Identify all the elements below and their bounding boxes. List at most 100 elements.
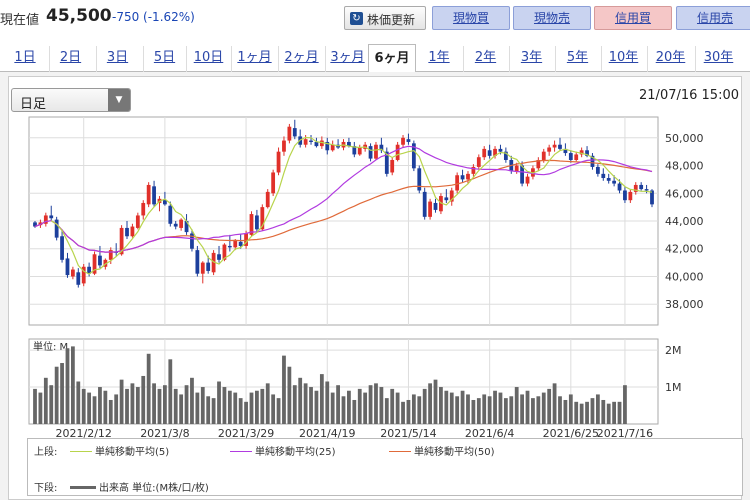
candle-body — [217, 254, 221, 260]
volume-bar — [471, 399, 476, 424]
candle-body — [163, 200, 167, 205]
volume-bar — [466, 394, 470, 424]
current-price-label: 現在値 — [0, 13, 40, 28]
candle-body — [125, 227, 129, 237]
margin-sell-button[interactable]: 信用売 — [676, 6, 750, 30]
candle-body — [347, 141, 351, 147]
candle-body — [319, 140, 324, 147]
tab-5y[interactable]: 5年 — [555, 46, 599, 72]
candle-body — [628, 191, 633, 201]
volume-bar — [314, 390, 319, 424]
volume-bar — [255, 390, 259, 424]
candle-body — [439, 196, 443, 212]
tab-10y[interactable]: 10年 — [601, 46, 645, 72]
volume-bar — [141, 375, 146, 424]
volume-bar — [276, 398, 281, 424]
volume-bar — [509, 396, 514, 424]
volume-bar — [244, 401, 248, 424]
candle-body — [276, 151, 281, 173]
volume-bar — [368, 385, 373, 424]
tab-10d[interactable]: 10日 — [186, 46, 230, 72]
volume-bar — [574, 401, 579, 424]
candle-body — [417, 168, 422, 191]
tab-2y[interactable]: 2年 — [463, 46, 507, 72]
volume-bar — [108, 399, 113, 424]
volume-bar — [623, 385, 627, 424]
tab-6m[interactable]: 6ヶ月 — [368, 44, 416, 73]
volume-bar — [130, 383, 135, 424]
candle-body — [601, 173, 606, 179]
volume-bar — [341, 396, 346, 424]
date-axis-label: 2021/4/19 — [299, 427, 355, 440]
volume-bar — [487, 396, 492, 424]
volume-bar — [292, 385, 297, 424]
candle-body — [460, 175, 465, 180]
volume-bar — [227, 390, 232, 424]
volume-bar — [125, 388, 129, 424]
volume-bar — [271, 394, 276, 424]
candle-body — [541, 151, 546, 160]
date-axis-label: 2021/5/14 — [380, 427, 436, 440]
volume-bar — [401, 401, 405, 424]
price-axis-label: 46,000 — [665, 187, 704, 200]
interval-select[interactable]: 日足 ▼ — [11, 88, 131, 112]
volume-bar — [503, 398, 508, 424]
candle-body — [179, 219, 184, 228]
tab-5d[interactable]: 5日 — [143, 46, 185, 72]
volume-bar — [590, 398, 595, 424]
tab-1m[interactable]: 1ヶ月 — [231, 46, 277, 72]
legend-ma50-swatch — [389, 450, 411, 452]
candle-body — [379, 144, 384, 151]
candle-body — [70, 269, 75, 277]
candle-body — [54, 219, 59, 238]
refresh-price-button[interactable]: ↻ 株価更新 — [344, 6, 426, 30]
candle-body — [563, 148, 568, 154]
candle-body — [303, 139, 308, 145]
candle-body — [130, 226, 135, 237]
candle-body — [590, 155, 595, 167]
tab-20y[interactable]: 20年 — [647, 46, 693, 72]
candle-body — [606, 178, 611, 181]
volume-bar — [49, 385, 54, 424]
volume-bar — [449, 392, 454, 424]
candle-body — [271, 172, 276, 194]
candle-body — [471, 166, 476, 174]
candle-body — [357, 147, 362, 155]
legend-ma5-swatch — [70, 450, 92, 452]
candle-body — [482, 148, 487, 158]
volume-bar — [525, 390, 530, 424]
volume-bar — [38, 392, 43, 424]
candle-body — [633, 184, 638, 192]
volume-bar — [363, 392, 368, 424]
volume-bar — [455, 396, 460, 424]
candle-body — [368, 146, 373, 159]
tab-2m[interactable]: 2ヶ月 — [278, 46, 324, 72]
candle-body — [152, 186, 156, 205]
spot-sell-button[interactable]: 現物売 — [513, 6, 591, 30]
volume-bar — [536, 396, 541, 424]
volume-bar — [514, 387, 519, 424]
candle-body — [406, 139, 411, 142]
volume-bar — [547, 388, 552, 424]
tab-3m[interactable]: 3ヶ月 — [325, 46, 369, 72]
tab-30y[interactable]: 30年 — [695, 46, 741, 72]
candle-body — [195, 250, 200, 274]
tab-3y[interactable]: 3年 — [509, 46, 553, 72]
spot-buy-button[interactable]: 現物買 — [432, 6, 510, 30]
price-axis-label: 44,000 — [665, 215, 704, 228]
volume-bar — [406, 399, 411, 424]
tab-1d[interactable]: 1日 — [14, 50, 36, 65]
candle-body — [422, 191, 427, 217]
tab-2d[interactable]: 2日 — [49, 46, 91, 72]
candle-body — [141, 202, 146, 216]
price-axis-label: 40,000 — [665, 270, 704, 283]
candle-body — [623, 190, 627, 201]
tab-1y[interactable]: 1年 — [428, 50, 450, 65]
margin-buy-button[interactable]: 信用買 — [594, 6, 672, 30]
legend-ma25-swatch — [230, 450, 252, 452]
volume-bar — [103, 390, 108, 424]
tab-3d[interactable]: 3日 — [96, 46, 138, 72]
date-axis-label: 2021/3/8 — [140, 427, 189, 440]
dropdown-arrow-icon: ▼ — [108, 89, 130, 111]
